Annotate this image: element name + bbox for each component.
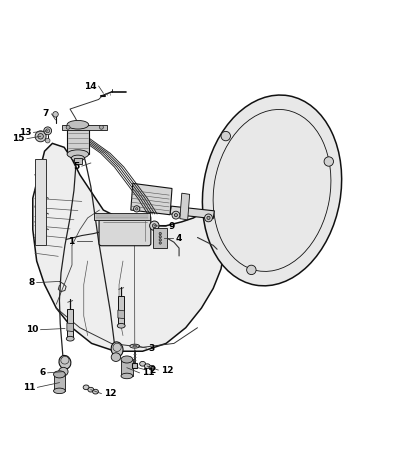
Circle shape <box>135 208 138 210</box>
Circle shape <box>150 221 159 230</box>
Ellipse shape <box>66 336 74 341</box>
Text: 4: 4 <box>175 234 182 243</box>
Circle shape <box>100 125 103 129</box>
Ellipse shape <box>111 353 120 361</box>
Bar <box>94 213 150 220</box>
Ellipse shape <box>133 345 137 347</box>
Polygon shape <box>118 310 124 319</box>
Text: 11: 11 <box>23 383 35 392</box>
Bar <box>62 125 107 130</box>
Ellipse shape <box>149 365 155 370</box>
Ellipse shape <box>67 150 88 159</box>
Circle shape <box>172 211 180 219</box>
Circle shape <box>159 242 162 244</box>
Text: 14: 14 <box>84 82 96 91</box>
Text: 12: 12 <box>161 366 173 375</box>
Bar <box>118 296 124 326</box>
Text: 9: 9 <box>169 222 175 231</box>
Ellipse shape <box>117 323 125 328</box>
Ellipse shape <box>140 361 145 366</box>
Polygon shape <box>170 206 214 219</box>
Polygon shape <box>153 228 167 248</box>
Text: 13: 13 <box>19 128 31 137</box>
Text: 7: 7 <box>43 109 49 118</box>
Circle shape <box>159 236 162 238</box>
Text: 2: 2 <box>149 366 155 375</box>
Circle shape <box>44 127 52 135</box>
Text: 11: 11 <box>142 368 154 377</box>
Polygon shape <box>33 143 225 351</box>
Ellipse shape <box>202 95 342 286</box>
Circle shape <box>38 133 43 139</box>
Ellipse shape <box>88 387 94 392</box>
Polygon shape <box>35 159 47 246</box>
Ellipse shape <box>121 373 133 379</box>
Circle shape <box>246 265 256 275</box>
Ellipse shape <box>130 344 140 348</box>
Ellipse shape <box>59 355 71 369</box>
Ellipse shape <box>121 356 133 363</box>
Circle shape <box>207 216 210 219</box>
Polygon shape <box>131 183 172 215</box>
Ellipse shape <box>92 390 98 394</box>
Text: 3: 3 <box>149 343 155 352</box>
Ellipse shape <box>54 388 65 394</box>
Circle shape <box>174 214 177 217</box>
Ellipse shape <box>144 364 150 369</box>
Text: 12: 12 <box>104 389 116 398</box>
Bar <box>73 158 82 164</box>
Text: 15: 15 <box>12 134 24 143</box>
Polygon shape <box>67 323 73 332</box>
Bar <box>67 309 73 339</box>
Bar <box>54 374 65 391</box>
Bar <box>67 125 88 154</box>
Text: 5: 5 <box>73 162 79 171</box>
Text: 6: 6 <box>39 368 45 377</box>
Text: 8: 8 <box>28 278 34 287</box>
Circle shape <box>324 157 333 166</box>
Ellipse shape <box>111 342 123 357</box>
Circle shape <box>53 112 58 117</box>
Bar <box>121 360 133 376</box>
Circle shape <box>35 131 46 142</box>
Circle shape <box>45 138 50 143</box>
Ellipse shape <box>67 121 88 129</box>
FancyBboxPatch shape <box>99 216 151 246</box>
Circle shape <box>66 125 70 129</box>
Text: 1: 1 <box>68 237 74 246</box>
Ellipse shape <box>54 371 65 378</box>
Circle shape <box>221 132 230 141</box>
Text: 10: 10 <box>26 325 38 334</box>
Polygon shape <box>180 193 190 220</box>
Circle shape <box>159 232 162 235</box>
Circle shape <box>159 238 162 241</box>
Ellipse shape <box>58 367 68 376</box>
Circle shape <box>152 224 156 228</box>
Circle shape <box>134 206 140 212</box>
Ellipse shape <box>71 155 85 161</box>
Circle shape <box>205 214 213 222</box>
Bar <box>132 363 137 368</box>
Ellipse shape <box>83 385 89 389</box>
Circle shape <box>46 129 50 133</box>
